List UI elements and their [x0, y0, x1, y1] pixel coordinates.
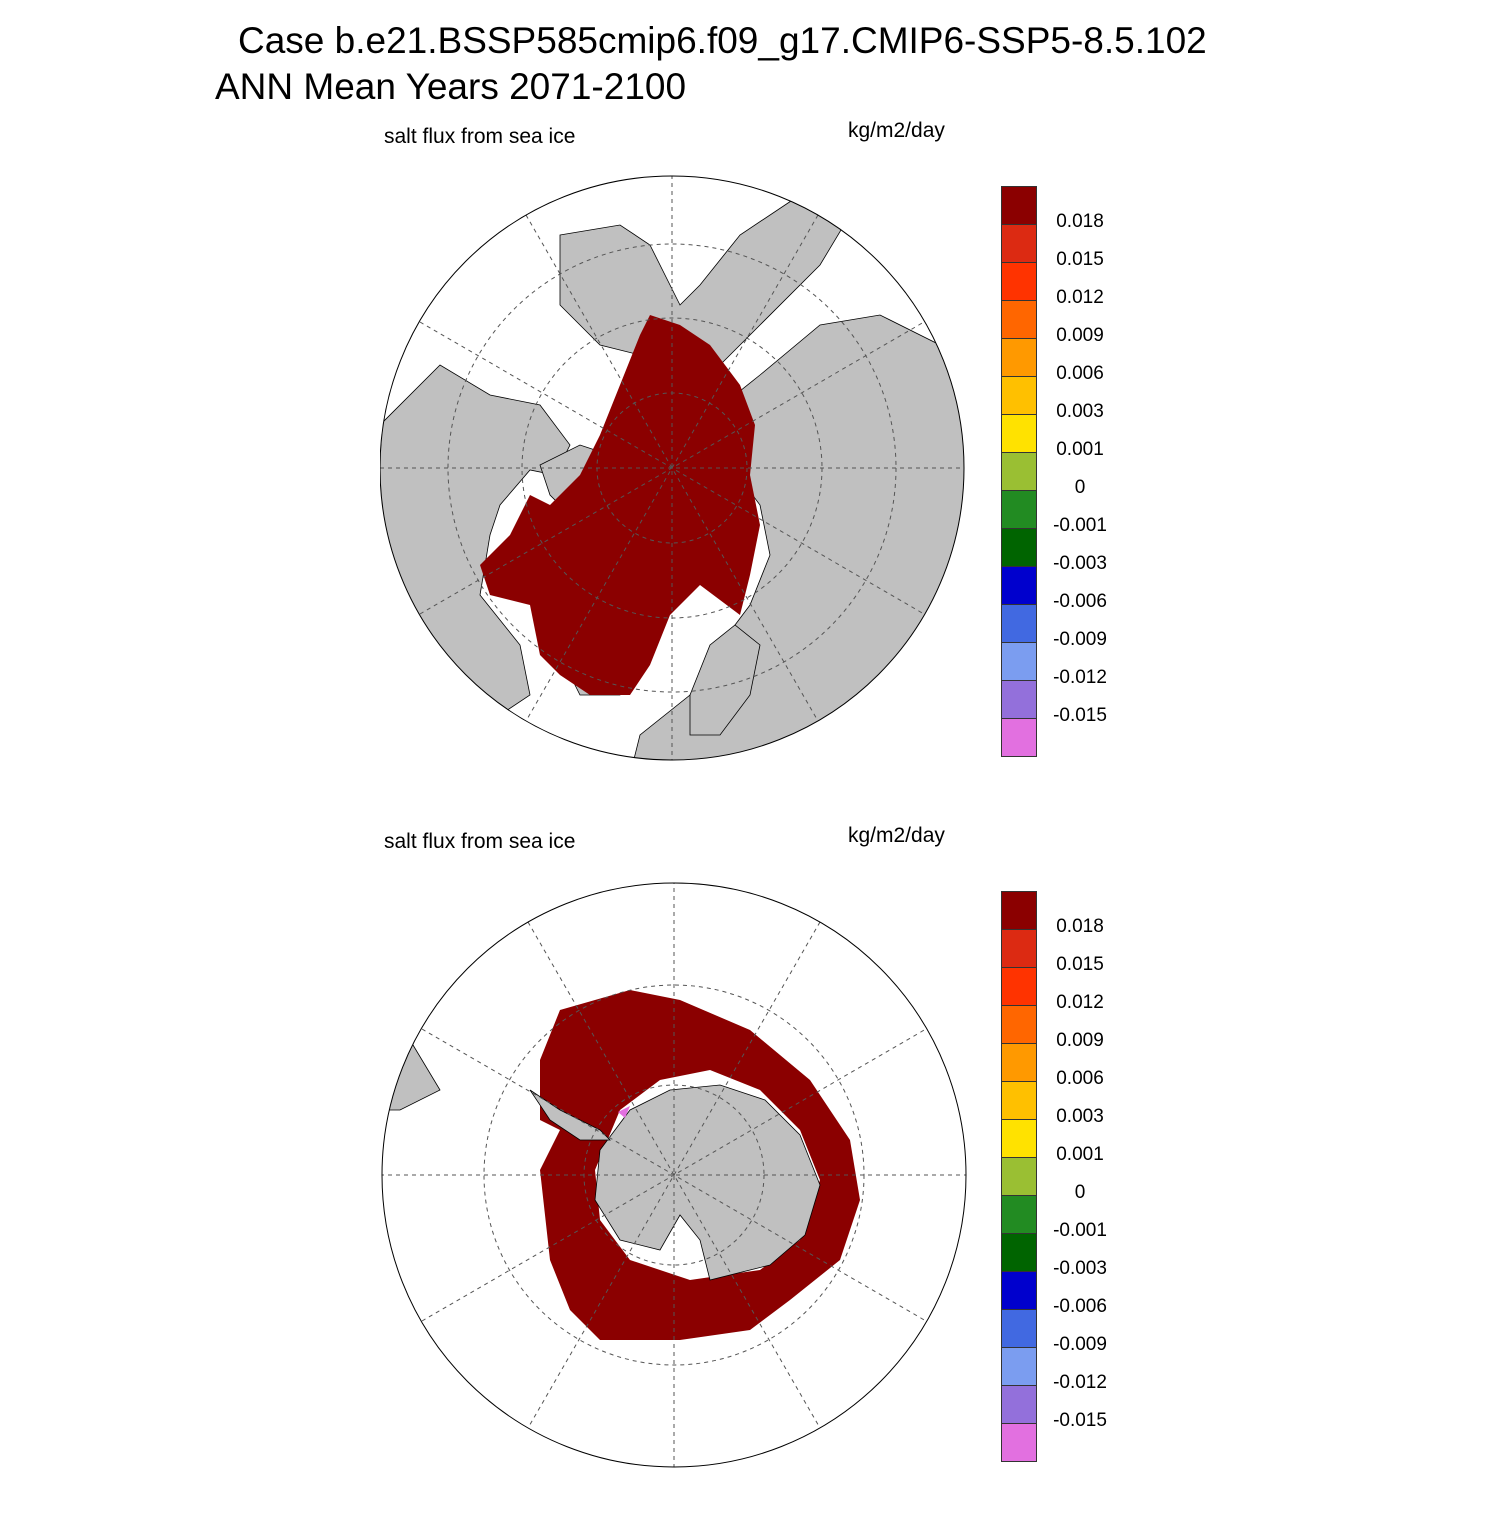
colorbar-swatch — [1001, 1120, 1037, 1158]
colorbar-tick-label: -0.015 — [1053, 705, 1107, 726]
colorbar-swatch — [1001, 1424, 1037, 1462]
graticule — [382, 883, 966, 1467]
colorbar-swatch — [1001, 1234, 1037, 1272]
colorbar-tick-label: 0.003 — [1056, 401, 1104, 422]
flux-negative-weddell — [618, 1106, 630, 1118]
colorbar-tick-label: -0.003 — [1053, 1258, 1107, 1279]
colorbar-tick-label: -0.006 — [1053, 591, 1107, 612]
colorbar-tick-label: 0.003 — [1056, 1106, 1104, 1127]
colorbar — [1001, 891, 1037, 1462]
colorbar-swatch — [1001, 1310, 1037, 1348]
colorbar-swatch — [1001, 453, 1037, 491]
colorbar-tick-label: 0.001 — [1056, 1144, 1104, 1165]
colorbar-swatch — [1001, 1272, 1037, 1310]
colorbar-tick-label: -0.001 — [1053, 515, 1107, 536]
colorbar-swatch — [1001, 643, 1037, 681]
land-alaska-chukotka — [559, 194, 851, 376]
colorbar-tick-label: 0.006 — [1056, 1068, 1104, 1089]
colorbar-swatch — [1001, 1158, 1037, 1196]
colorbar-tick-label: -0.006 — [1053, 1296, 1107, 1317]
colorbar-tick-label: 0.018 — [1056, 211, 1104, 232]
map-border — [380, 175, 965, 761]
south-polar-map — [381, 882, 967, 1468]
units-label: kg/m2/day — [848, 119, 945, 142]
colorbar-swatch — [1001, 1348, 1037, 1386]
colorbar-swatch — [1001, 567, 1037, 605]
colorbar-swatch — [1001, 415, 1037, 453]
colorbar-tick-label: -0.012 — [1053, 667, 1107, 688]
colorbar-tick-label: 0.006 — [1056, 363, 1104, 384]
colorbar-swatch — [1001, 377, 1037, 415]
colorbar — [1001, 186, 1037, 757]
colorbar-tick-label: 0.015 — [1056, 249, 1104, 270]
colorbar-tick-label: 0.018 — [1056, 916, 1104, 937]
colorbar-swatch — [1001, 529, 1037, 567]
colorbar-swatch — [1001, 1196, 1037, 1234]
colorbar-tick-label: -0.001 — [1053, 1220, 1107, 1241]
panel-north: salt flux from sea ice kg/m2/day — [0, 115, 1500, 815]
colorbar-tick-label: -0.009 — [1053, 629, 1107, 650]
colorbar-tick-label: -0.015 — [1053, 1410, 1107, 1431]
colorbar-tick-label: 0.012 — [1056, 287, 1104, 308]
colorbar-tick-label: 0.001 — [1056, 439, 1104, 460]
colorbar-swatch — [1001, 339, 1037, 377]
colorbar-tick-label: -0.012 — [1053, 1372, 1107, 1393]
ice-flux-antarctic — [540, 990, 860, 1340]
colorbar-swatch — [1001, 605, 1037, 643]
colorbar-swatch — [1001, 891, 1037, 930]
colorbar-swatch — [1001, 681, 1037, 719]
graticule — [380, 176, 964, 760]
colorbar-swatch — [1001, 186, 1037, 225]
colorbar-tick-label: 0 — [1074, 477, 1086, 498]
colorbar-tick-label: 0 — [1074, 1182, 1086, 1203]
colorbar-swatch — [1001, 491, 1037, 529]
colorbar-tick-label: 0.009 — [1056, 1030, 1104, 1051]
colorbar-swatch — [1001, 719, 1037, 757]
variable-label: salt flux from sea ice — [384, 125, 576, 148]
land-antarctica — [594, 1084, 821, 1281]
figure-title-case: Case b.e21.BSSP585cmip6.f09_g17.CMIP6-SS… — [238, 20, 1207, 61]
colorbar-swatch — [1001, 930, 1037, 968]
ice-flux-arctic — [480, 315, 760, 695]
units-label: kg/m2/day — [848, 824, 945, 847]
colorbar-swatch — [1001, 225, 1037, 263]
colorbar-tick-label: -0.003 — [1053, 553, 1107, 574]
colorbar-swatch — [1001, 968, 1037, 1006]
map-border — [381, 882, 967, 1468]
figure-title-period: ANN Mean Years 2071-2100 — [215, 66, 687, 107]
colorbar-tick-label: 0.012 — [1056, 992, 1104, 1013]
colorbar-swatch — [1001, 1386, 1037, 1424]
land-scandinavia — [689, 624, 761, 736]
colorbar-tick-label: -0.009 — [1053, 1334, 1107, 1355]
colorbar-swatch — [1001, 263, 1037, 301]
north-polar-map — [380, 175, 965, 761]
colorbar-swatch — [1001, 1082, 1037, 1120]
colorbar-swatch — [1001, 1044, 1037, 1082]
variable-label: salt flux from sea ice — [384, 830, 576, 853]
colorbar-swatch — [1001, 1006, 1037, 1044]
colorbar-tick-label: 0.009 — [1056, 325, 1104, 346]
panel-south: salt flux from sea ice kg/m2/day — [0, 820, 1500, 1520]
colorbar-tick-label: 0.015 — [1056, 954, 1104, 975]
colorbar-swatch — [1001, 301, 1037, 339]
